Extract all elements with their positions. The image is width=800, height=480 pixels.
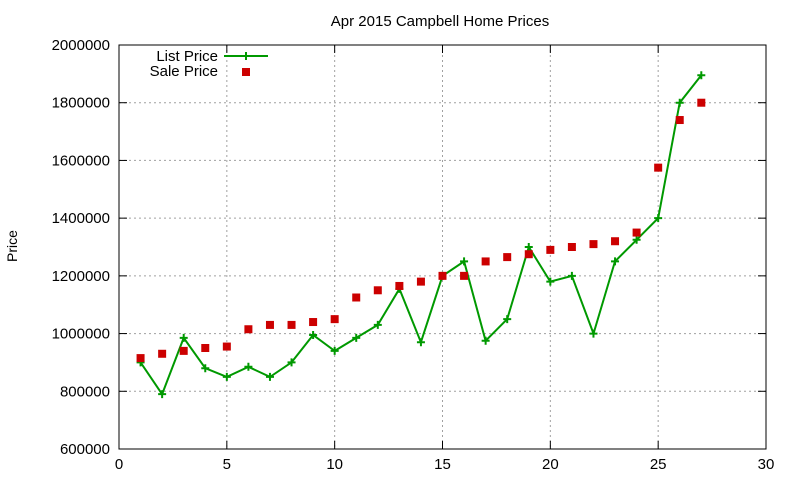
- sale-price-point: [503, 253, 512, 262]
- sale-price-point: [416, 277, 425, 286]
- chart-title: Apr 2015 Campbell Home Prices: [331, 13, 549, 30]
- list-price-point: [611, 257, 620, 266]
- y-tick-label: 800000: [60, 383, 110, 400]
- legend-label-sale-price: Sale Price: [150, 63, 218, 80]
- x-tick-label: 0: [115, 456, 123, 473]
- sale-price-point: [632, 228, 641, 237]
- sale-price-point: [589, 240, 598, 249]
- list-price-point: [265, 372, 274, 381]
- sale-price-point: [136, 354, 145, 363]
- sale-price-point: [611, 237, 620, 246]
- sale-price-point: [567, 243, 576, 251]
- x-tick-label: 10: [326, 456, 343, 473]
- list-price-point: [201, 364, 210, 373]
- x-tick-label: 15: [434, 456, 451, 473]
- list-price-point: [416, 338, 425, 347]
- list-price-point: [373, 320, 382, 329]
- y-axis-label: Price: [4, 230, 20, 262]
- legend-label-list-price: List Price: [156, 48, 218, 65]
- sale-price-point: [697, 98, 706, 107]
- sale-price-point: [373, 286, 382, 295]
- list-price-point: [309, 331, 318, 340]
- y-tick-label: 1200000: [52, 268, 110, 285]
- sale-price-point: [158, 349, 167, 358]
- list-price-point: [632, 235, 641, 244]
- series-layer: [136, 71, 706, 399]
- sale-price-point: [675, 116, 684, 125]
- y-tick-label: 1800000: [52, 95, 110, 112]
- list-price-point: [330, 346, 339, 355]
- sale-price-point: [287, 320, 296, 329]
- legend-marks: [224, 52, 268, 76]
- y-tick-label: 1600000: [52, 152, 110, 169]
- sale-price-point: [481, 257, 490, 266]
- list-price-point: [460, 257, 469, 266]
- y-tick-label: 1000000: [52, 326, 110, 343]
- list-price-point: [244, 362, 253, 371]
- sale-price-point: [330, 315, 339, 324]
- legend-marker-list-price: [242, 52, 250, 60]
- list-price-point: [287, 358, 296, 367]
- sale-price-point: [395, 281, 404, 290]
- y-tick-label: 2000000: [52, 37, 110, 54]
- list-price-point: [567, 271, 576, 280]
- x-tick-label: 5: [223, 456, 231, 473]
- axis-ticks: 0 5 10 15 20 25 30 600000 800000 1000000 1200000 14…: [52, 37, 775, 473]
- x-tick-label: 25: [650, 456, 667, 473]
- sale-price-point: [201, 344, 210, 352]
- list-price-point: [179, 333, 188, 342]
- sale-price-point: [222, 342, 231, 351]
- list-price-point: [654, 214, 663, 223]
- list-price-point: [481, 336, 490, 345]
- list-price-point: [524, 243, 533, 251]
- grid: [119, 45, 766, 449]
- sale-price-point: [309, 318, 318, 327]
- list-price-point: [352, 333, 361, 342]
- sale-price-point: [524, 250, 533, 259]
- sale-price-point: [654, 163, 663, 172]
- sale-price-point: [179, 346, 188, 355]
- y-tick-label: 1400000: [52, 210, 110, 227]
- list-price-point: [222, 372, 231, 381]
- legend: List Price Sale Price: [150, 48, 268, 80]
- list-price-point: [503, 315, 512, 324]
- sale-price-point: [460, 271, 469, 280]
- y-tick-label: 600000: [60, 441, 110, 458]
- sale-price-point: [352, 293, 361, 302]
- list-price-point: [589, 329, 598, 338]
- x-tick-label: 30: [758, 456, 775, 473]
- list-price-point: [697, 71, 706, 80]
- sale-price-point: [438, 271, 447, 280]
- list-price-point: [546, 277, 555, 286]
- x-tick-label: 20: [542, 456, 559, 473]
- sale-price-point: [265, 320, 274, 329]
- sale-price-point: [244, 325, 253, 334]
- list-price-point: [675, 98, 684, 107]
- legend-swatch-sale-price: [242, 68, 250, 76]
- sale-price-point: [546, 245, 555, 254]
- list-price-point: [158, 390, 167, 399]
